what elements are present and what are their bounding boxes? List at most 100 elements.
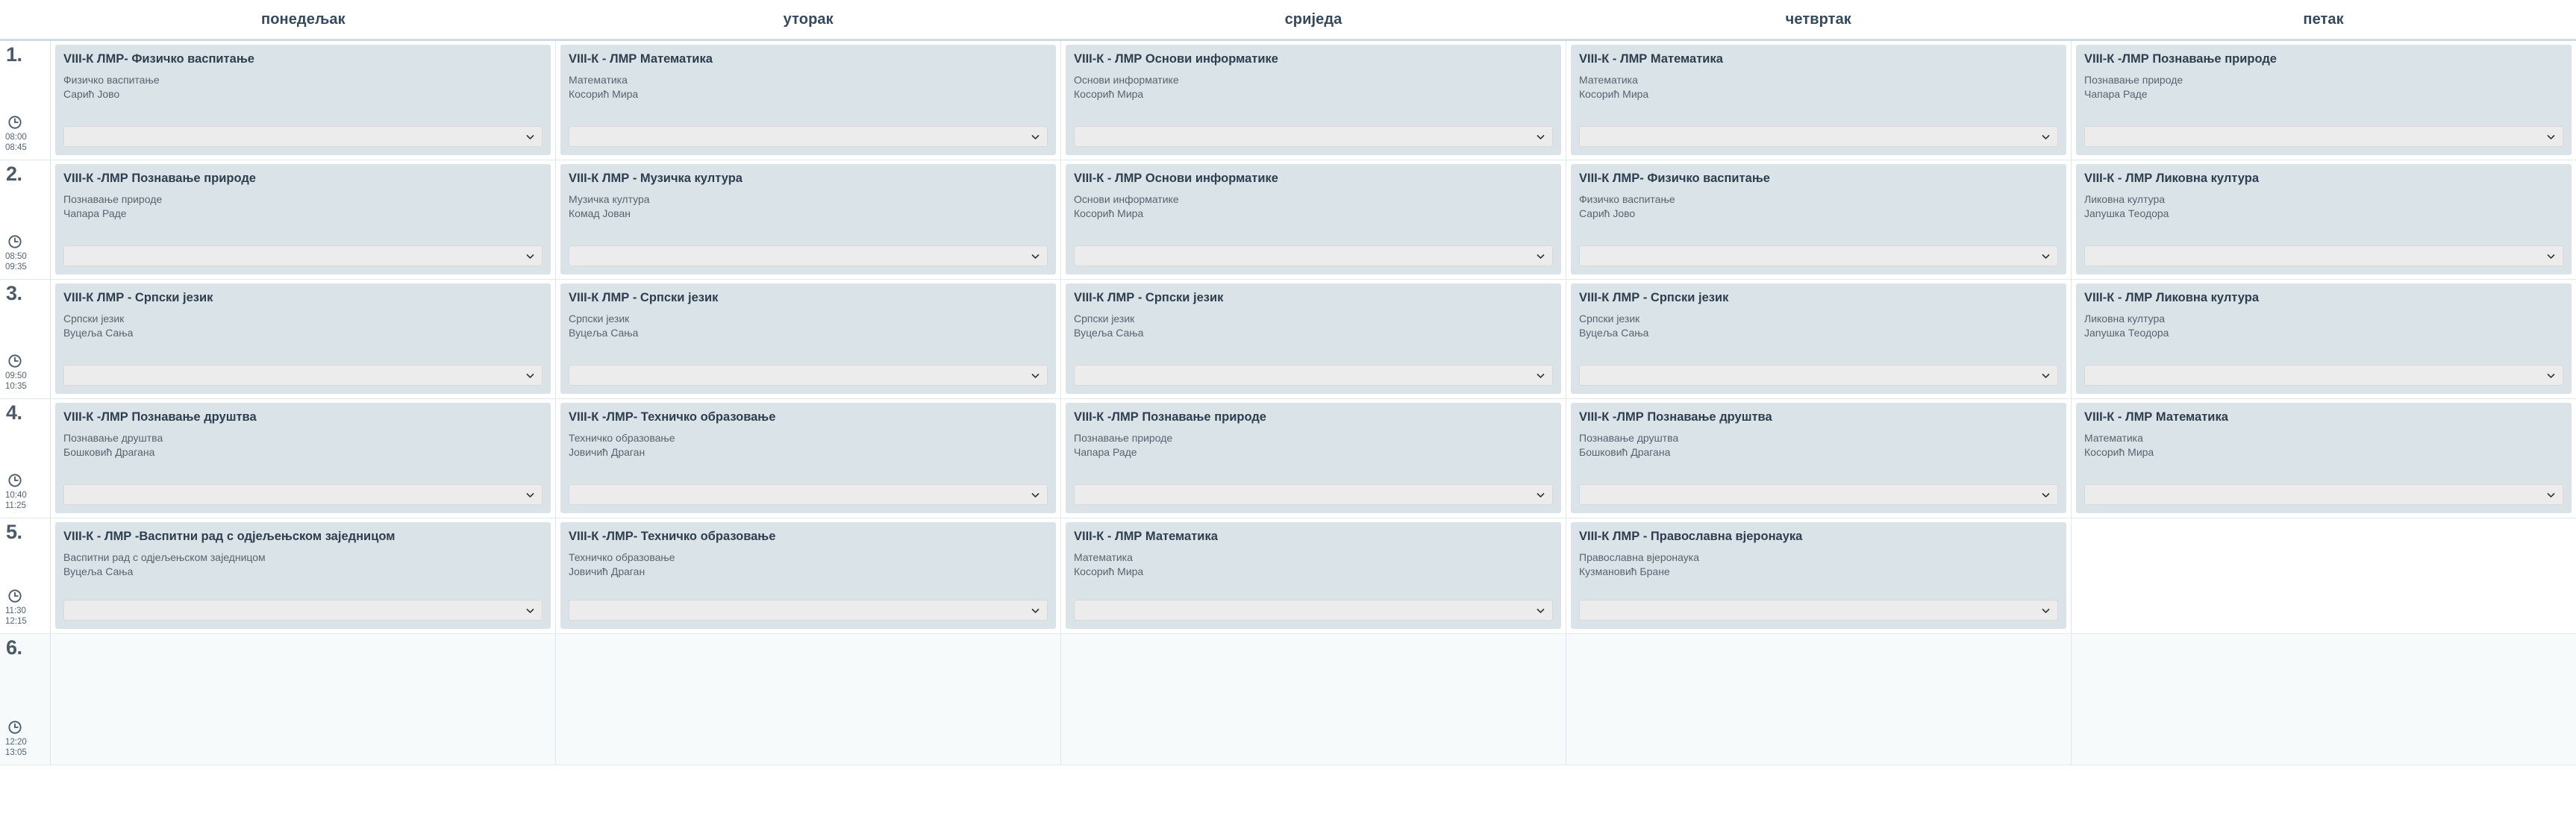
lesson-teacher: Комад Јован	[569, 207, 631, 219]
lesson-subject: Православна вјеронаука	[1579, 551, 1699, 563]
lesson-card[interactable]: VIII-К ЛМР- Физичко васпитање Физичко вас…	[55, 45, 551, 155]
lesson-select[interactable]	[1579, 600, 2058, 621]
day-header-thursday: четвртак	[1785, 10, 1851, 28]
lesson-card[interactable]: VIII-К -ЛМР Познавање природе Познавање п…	[2076, 45, 2572, 155]
timetable-cell-wednesday-3: VIII-К ЛМР - Српски језик Српски језик Вуц…	[1061, 280, 1566, 398]
lesson-select[interactable]	[63, 484, 543, 505]
lesson-card[interactable]: VIII-К ЛМР - Српски језик Српски језик Вуц…	[55, 283, 551, 394]
period-gutter-1: 1. 08:00 08:45	[0, 41, 51, 160]
period-end-time: 09:35	[5, 263, 27, 272]
timetable-cell-thursday-5: VIII-К ЛМР - Православна вјеронаука Право…	[1566, 518, 2072, 633]
lesson-teacher: Косорић Мира	[1074, 87, 1144, 100]
period-start-time: 09:50	[5, 371, 27, 380]
timetable-cell-empty-friday-5	[2072, 518, 2576, 633]
chevron-down-icon	[1536, 132, 1545, 142]
lesson-select[interactable]	[1579, 245, 2058, 266]
period-time-block: 09:50 10:35	[0, 354, 50, 392]
lesson-select[interactable]	[1074, 600, 1553, 621]
lesson-subject: Основи информатике	[1074, 73, 1179, 86]
lesson-select[interactable]	[569, 245, 1048, 266]
chevron-down-icon	[1536, 251, 1545, 261]
lesson-card[interactable]: VIII-К -ЛМР Познавање друштва Познавање д…	[55, 403, 551, 513]
lesson-card[interactable]: VIII-К ЛМР - Српски језик Српски језик Вуц…	[560, 283, 1056, 394]
period-number: 4.	[6, 401, 22, 424]
chevron-down-icon	[2546, 251, 2556, 261]
lesson-title: VIII-К -ЛМР Познавање природе	[1074, 410, 1266, 424]
lesson-select[interactable]	[2084, 245, 2563, 266]
lesson-select[interactable]	[1074, 245, 1553, 266]
chevron-down-icon	[2041, 490, 2051, 500]
lesson-card[interactable]: VIII-К - ЛМР Математика Математика Косорић…	[1571, 45, 2066, 155]
lesson-card[interactable]: VIII-К -ЛМР- Техничко образовање Техничко…	[560, 403, 1056, 513]
lesson-card[interactable]: VIII-К ЛМР - Музичка култура Музичка култ…	[560, 164, 1056, 275]
lesson-card[interactable]: VIII-К -ЛМР Познавање друштва Познавање д…	[1571, 403, 2066, 513]
timetable-cell-empty-wednesday-6	[1061, 634, 1566, 765]
lesson-teacher: Чапара Раде	[63, 207, 127, 219]
lesson-select[interactable]	[569, 365, 1048, 386]
lesson-select[interactable]	[63, 126, 543, 147]
lesson-card[interactable]: VIII-К - ЛМР Основи информатике Основи ин…	[1066, 164, 1561, 275]
timetable-row-1: 1. 08:00 08:45 VIII-К ЛМР- Физичко васпитањ…	[0, 41, 2576, 160]
timetable-body: 1. 08:00 08:45 VIII-К ЛМР- Физичко васпитањ…	[0, 41, 2576, 834]
lesson-card[interactable]: VIII-К -ЛМР Познавање природе Познавање п…	[1066, 403, 1561, 513]
lesson-card[interactable]: VIII-К - ЛМР Ликовна култура Ликовна култ…	[2076, 164, 2572, 275]
period-start-time: 11:30	[5, 606, 26, 615]
period-time-block: 12:20 13:05	[0, 720, 50, 759]
lesson-card[interactable]: VIII-К - ЛМР Основи информатике Основи ин…	[1066, 45, 1561, 155]
lesson-select[interactable]	[569, 126, 1048, 147]
lesson-select[interactable]	[63, 600, 543, 621]
lesson-select[interactable]	[569, 484, 1048, 505]
lesson-subject: Познавање природе	[1074, 431, 1173, 444]
lesson-subject: Српски језик	[63, 312, 125, 324]
timetable-cell-empty-tuesday-6	[556, 634, 1061, 765]
period-time-block: 08:50 09:35	[0, 234, 50, 273]
lesson-select[interactable]	[63, 245, 543, 266]
lesson-select[interactable]	[1074, 126, 1553, 147]
chevron-down-icon	[525, 606, 535, 615]
lesson-card[interactable]: VIII-К ЛМР - Православна вјеронаука Право…	[1571, 522, 2066, 629]
chevron-down-icon	[2546, 371, 2556, 380]
lesson-card[interactable]: VIII-К - ЛМР Математика Математика Косорић…	[560, 45, 1056, 155]
lesson-select[interactable]	[1579, 484, 2058, 505]
chevron-down-icon	[1031, 371, 1040, 380]
lesson-select[interactable]	[2084, 126, 2563, 147]
lesson-select[interactable]	[1579, 365, 2058, 386]
clock-icon	[7, 354, 43, 371]
lesson-select[interactable]	[1074, 365, 1553, 386]
timetable-cell-friday-1: VIII-К -ЛМР Познавање природе Познавање п…	[2072, 41, 2576, 160]
lesson-title: VIII-К -ЛМР Познавање друштва	[63, 410, 257, 424]
period-gutter-3: 3. 09:50 10:35	[0, 280, 51, 398]
lesson-select[interactable]	[1074, 484, 1553, 505]
lesson-select[interactable]	[2084, 484, 2563, 505]
chevron-down-icon	[2546, 132, 2556, 142]
lesson-teacher: Чапара Раде	[1074, 445, 1137, 458]
lesson-title: VIII-К - ЛМР Ликовна култура	[2084, 291, 2260, 304]
lesson-card[interactable]: VIII-К - ЛМР Ликовна култура Ликовна култ…	[2076, 283, 2572, 394]
lesson-teacher: Вуцеља Сања	[569, 326, 639, 339]
lesson-card[interactable]: VIII-К - ЛМР Математика Математика Косорић…	[1066, 522, 1561, 629]
period-end-time: 11:25	[5, 501, 26, 511]
lesson-title: VIII-К -ЛМР Познавање природе	[2084, 52, 2277, 66]
lesson-title: VIII-К - ЛМР Математика	[2084, 410, 2228, 424]
chevron-down-icon	[2041, 132, 2051, 142]
lesson-subject: Математика	[1579, 73, 1638, 86]
lesson-select[interactable]	[569, 600, 1048, 621]
timetable-cell-wednesday-1: VIII-К - ЛМР Основи информатике Основи ин…	[1061, 41, 1566, 160]
lesson-card[interactable]: VIII-К -ЛМР- Техничко образовање Техничко…	[560, 522, 1056, 629]
lesson-card[interactable]: VIII-К - ЛМР -Васпитни рад с одјељењском…	[55, 522, 551, 629]
lesson-card[interactable]: VIII-К -ЛМР Познавање природе Познавање п…	[55, 164, 551, 275]
clock-icon	[7, 473, 43, 490]
lesson-select[interactable]	[2084, 365, 2563, 386]
lesson-card[interactable]: VIII-К ЛМР- Физичко васпитање Физичко вас…	[1571, 164, 2066, 275]
timetable-cell-empty-monday-6	[51, 634, 556, 765]
timetable-cell-tuesday-2: VIII-К ЛМР - Музичка култура Музичка култ…	[556, 160, 1061, 279]
lesson-teacher: Јовичић Драган	[569, 445, 645, 458]
lesson-teacher: Косорић Мира	[569, 87, 639, 100]
lesson-card[interactable]: VIII-К ЛМР - Српски језик Српски језик Вуц…	[1066, 283, 1561, 394]
lesson-select[interactable]	[63, 365, 543, 386]
lesson-select[interactable]	[1579, 126, 2058, 147]
period-start-time: 08:00	[5, 132, 27, 142]
period-start-time: 10:40	[5, 490, 27, 500]
lesson-card[interactable]: VIII-К - ЛМР Математика Математика Косорић…	[2076, 403, 2572, 513]
lesson-card[interactable]: VIII-К ЛМР - Српски језик Српски језик Вуц…	[1571, 283, 2066, 394]
